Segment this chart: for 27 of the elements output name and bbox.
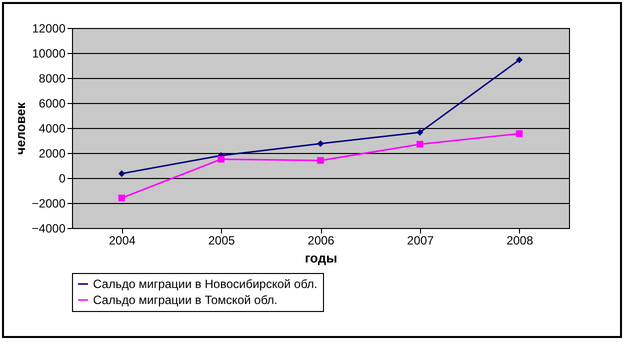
x-tick-label: 2004 <box>108 234 136 248</box>
point <box>516 130 523 137</box>
x-tick-label: 2008 <box>506 234 534 248</box>
point <box>416 140 424 148</box>
y-tick-label: 2000 <box>38 146 66 160</box>
x-tick-label: 2007 <box>407 234 434 248</box>
y-tick-label: 4000 <box>38 122 66 136</box>
point <box>317 140 324 147</box>
y-tick-label: 12000 <box>32 22 66 36</box>
y-tick-label: −4000 <box>32 222 66 236</box>
point <box>118 170 126 177</box>
y-tick-label: −2000 <box>32 196 66 210</box>
point <box>516 56 523 64</box>
legend-label: Сальдо миграции в Новосибирской обл. <box>93 277 318 291</box>
point <box>416 129 424 136</box>
y-tick-label: 8000 <box>38 72 66 86</box>
x-axis-title: годы <box>304 250 338 266</box>
y-axis-title: человек <box>12 102 28 155</box>
y-tick-label: 10000 <box>32 46 66 60</box>
point <box>218 156 224 163</box>
x-tick-label: 2006 <box>308 234 335 248</box>
point <box>118 194 126 202</box>
y-tick-label: 6000 <box>38 96 66 110</box>
point <box>317 157 324 164</box>
legend-label: Сальдо миграции в Томской обл. <box>93 293 278 307</box>
y-tick-label: 0 <box>58 172 66 186</box>
x-tick-label: 2005 <box>208 234 236 248</box>
